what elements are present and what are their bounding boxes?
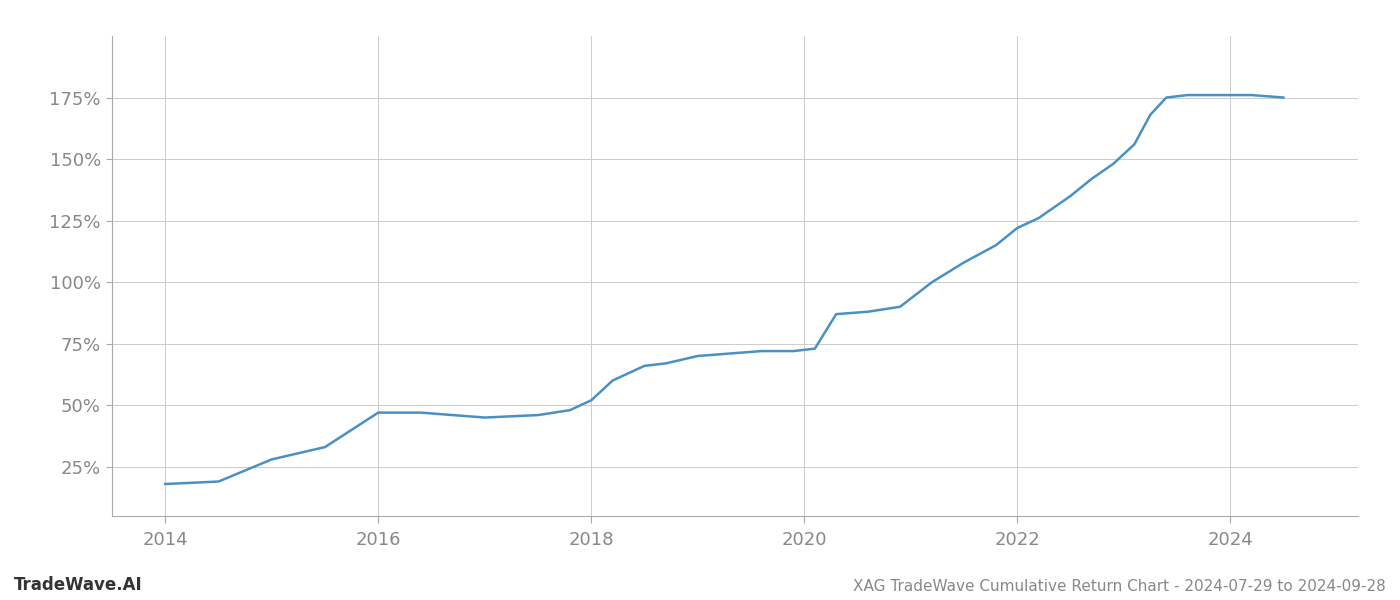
Text: XAG TradeWave Cumulative Return Chart - 2024-07-29 to 2024-09-28: XAG TradeWave Cumulative Return Chart - …: [853, 579, 1386, 594]
Text: TradeWave.AI: TradeWave.AI: [14, 576, 143, 594]
